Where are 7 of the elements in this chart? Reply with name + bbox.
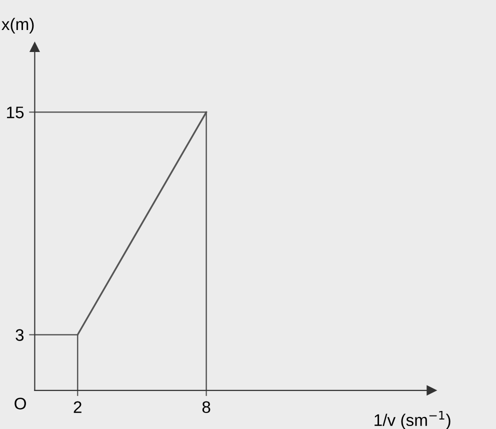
y-tick-label: 15 — [7, 106, 24, 118]
text: O — [14, 398, 26, 410]
x-axis-title: 1/v (sm$^{−1}$) — [374, 410, 450, 429]
x-tick-label: 2 — [74, 401, 82, 413]
x-tick-label: 8 — [202, 401, 210, 414]
y-axis-title: x(m) — [2, 18, 34, 34]
y-tick-label: 3 — [16, 329, 24, 341]
